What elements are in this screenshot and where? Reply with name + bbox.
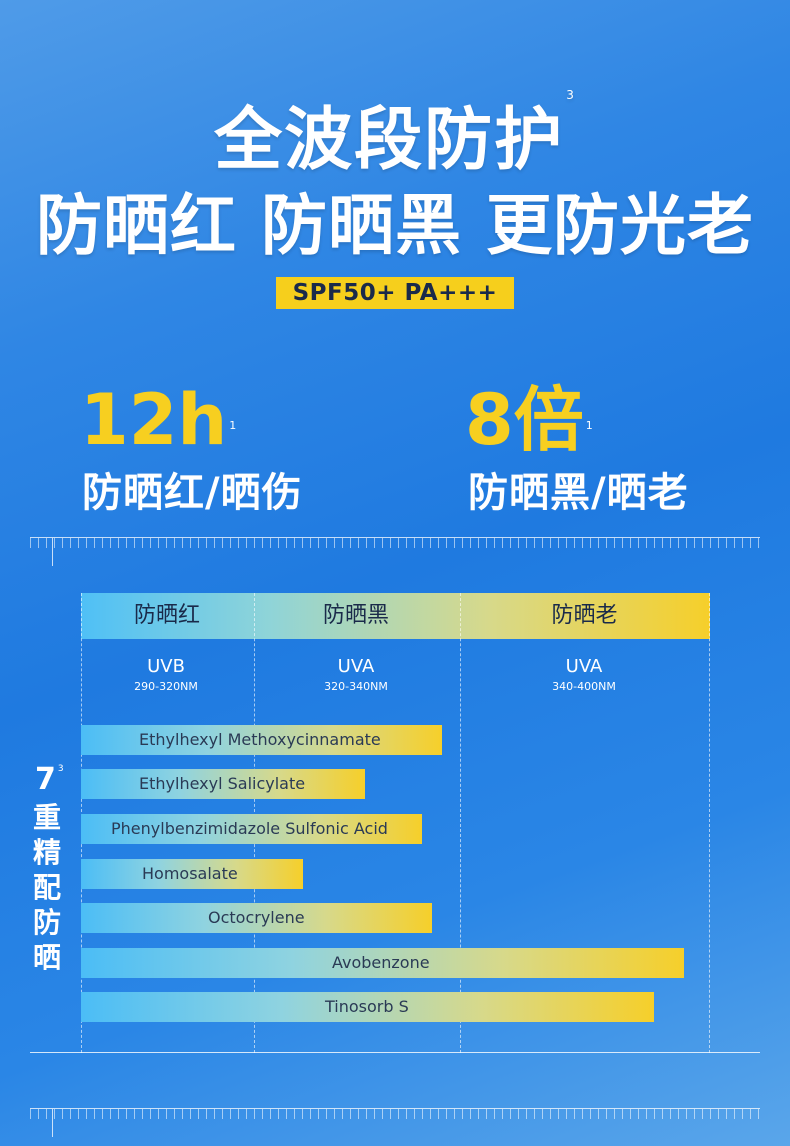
ruler-divider-bottom: [30, 1108, 760, 1138]
side-label-char: 重: [32, 801, 61, 834]
band-uva1-title: UVA: [565, 656, 603, 677]
band-uva1-range: 340-400NM: [552, 680, 616, 693]
headline-line-1-text: 全波段防护: [214, 101, 565, 180]
spf-badge: SPF50+ PA+++: [276, 277, 514, 309]
side-label-char: 防: [32, 906, 61, 939]
headline-line-1: 全波段防护3: [0, 84, 790, 183]
ingredient-label: Tinosorb S: [325, 997, 409, 1016]
ingredient-bar-ethylhexyl-methoxycinnamate: Ethylhexyl Methoxycinnamate: [81, 725, 442, 755]
ingredient-bar-avobenzone: Avobenzone: [81, 948, 684, 978]
side-label-char: 精: [32, 836, 61, 869]
band-uvb-title: UVB: [147, 656, 185, 677]
ruler-divider-top: [30, 537, 760, 567]
ingredient-bar-homosalate: Homosalate: [81, 859, 303, 889]
stat-12h-label: 防晒红/晒伤: [82, 470, 303, 516]
stat-8x-label: 防晒黑/晒老: [468, 470, 689, 516]
ingredient-label: Ethylhexyl Methoxycinnamate: [139, 730, 381, 749]
stat-12h-number: 12h 1: [80, 380, 236, 460]
side-label-footnote: 3: [57, 764, 64, 774]
band-uva2-range: 320-340NM: [324, 680, 388, 693]
spectrum-header-bar: 防晒红 防晒黑 防晒老: [81, 593, 710, 639]
band-uvb-range: 290-320NM: [134, 680, 198, 693]
stat-8x-number: 8倍 1: [465, 380, 593, 460]
ingredient-label: Octocrylene: [208, 908, 305, 927]
stat-8x-footnote: 1: [585, 419, 593, 432]
ingredient-label: Avobenzone: [332, 953, 430, 972]
chart-baseline: [30, 1052, 760, 1053]
ingredient-bar-tinosorb-s: Tinosorb S: [81, 992, 654, 1022]
stat-12h-value: 12h: [80, 379, 228, 461]
header-photoaging: 防晒老: [551, 603, 618, 628]
ingredient-bar-phenylbenzimidazole-sulfonic-acid: Phenylbenzimidazole Sulfonic Acid: [81, 814, 422, 844]
band-uva2-title: UVA: [337, 656, 375, 677]
ingredient-label: Homosalate: [142, 864, 238, 883]
ingredient-bar-octocrylene: Octocrylene: [81, 903, 432, 933]
ingredient-label: Phenylbenzimidazole Sulfonic Acid: [111, 819, 388, 838]
band-divider-end: [709, 593, 710, 1053]
headline-line-2: 防晒红 防晒黑 更防光老: [36, 187, 754, 264]
stat-12h-footnote: 1: [229, 419, 237, 432]
stat-8x-value: 8倍: [465, 379, 584, 461]
ingredient-label: Ethylhexyl Salicylate: [139, 774, 306, 793]
header-sunburn: 防晒红: [133, 603, 200, 628]
ingredient-bar-ethylhexyl-salicylate: Ethylhexyl Salicylate: [81, 769, 365, 799]
side-label-number-value: 7: [35, 762, 56, 797]
header-tanning: 防晒黑: [322, 603, 389, 628]
side-label-char: 配: [32, 871, 61, 904]
side-label-char: 晒: [32, 941, 61, 974]
headline-footnote-mark: 3: [566, 88, 576, 102]
band-divider-uva2-uva1: [460, 593, 461, 1053]
